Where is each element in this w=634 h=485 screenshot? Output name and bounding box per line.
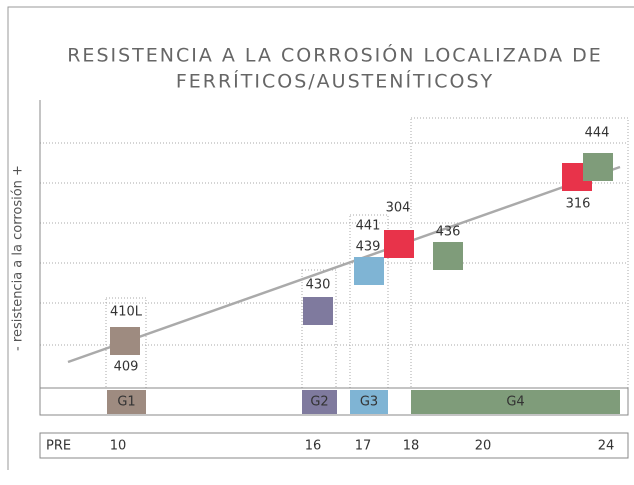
pre-label: PRE (46, 439, 71, 454)
grade-label: 444 (585, 126, 610, 141)
group-label: G4 (506, 395, 524, 410)
pre-bar (39, 432, 629, 459)
pre-value: 17 (355, 439, 372, 454)
grade-label: 439 (356, 240, 381, 255)
grid (40, 142, 628, 346)
pre-value: 16 (305, 439, 322, 454)
grade-label: 304 (386, 201, 411, 216)
pre-value: 24 (598, 439, 615, 454)
grade-label: 430 (306, 278, 331, 293)
title-line: FERRÍTICOS/AUSTENÍTICOSY (176, 70, 494, 93)
group-label: G3 (360, 395, 378, 410)
group-box (350, 390, 388, 414)
grade-label: 436 (436, 225, 461, 240)
trend-line (67, 165, 621, 364)
grade-square (384, 230, 414, 258)
group-box (411, 390, 620, 414)
pre-value: 18 (403, 439, 420, 454)
group-box (107, 390, 146, 414)
title-line: RESISTENCIA A LA CORROSIÓN LOCALIZADA DE (67, 43, 603, 67)
grade-label: 441 (356, 219, 381, 234)
group-box (302, 390, 337, 414)
grade-label: 410L (110, 305, 143, 320)
frame (7, 6, 634, 470)
grade-label: 316 (566, 197, 591, 212)
pre-value: 20 (475, 439, 492, 454)
axes (39, 100, 629, 416)
group-label: G2 (310, 395, 328, 410)
pre-value: 10 (110, 439, 127, 454)
grade-square (433, 242, 463, 270)
grade-square (303, 297, 333, 325)
grade-label: 409 (114, 360, 139, 375)
grade-square (110, 327, 140, 355)
group-label: G1 (117, 395, 135, 410)
y-axis-label: - resistencia a la corrosión + (11, 165, 26, 351)
grade-square (583, 153, 613, 181)
grade-square (354, 257, 384, 285)
